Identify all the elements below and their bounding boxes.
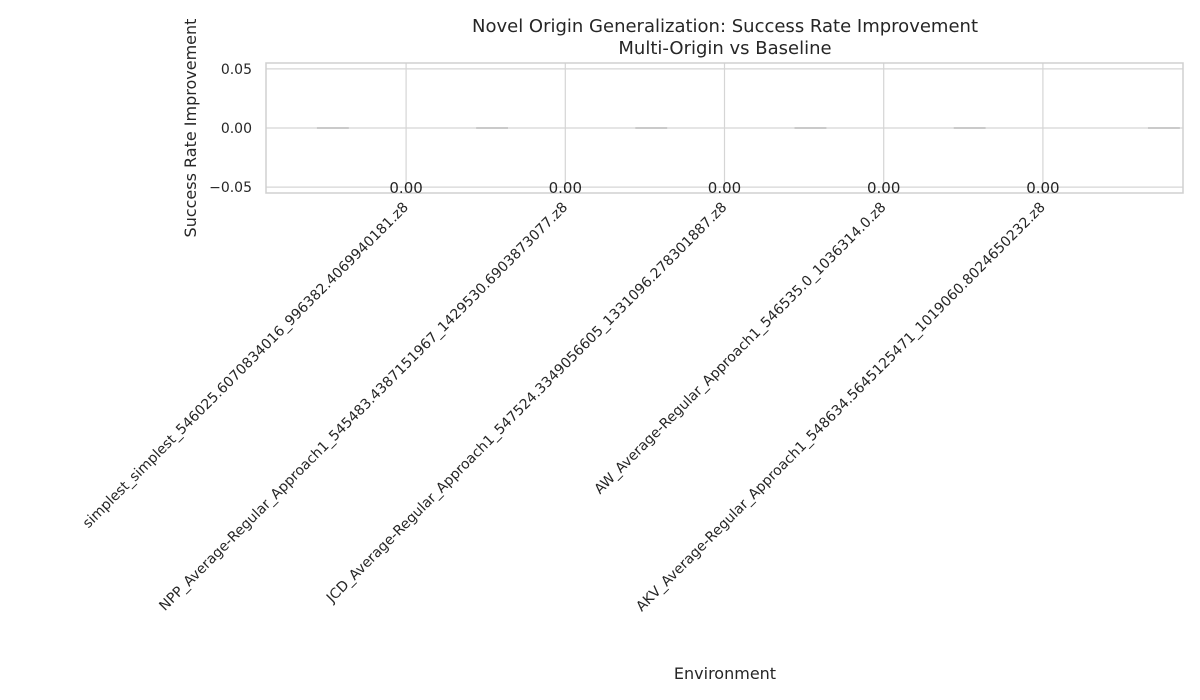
- bar: [635, 127, 668, 129]
- y-axis-label: Success Rate Improvement: [181, 19, 200, 238]
- x-tick-label: AW_Average-Regular_Approach1_546535.0_10…: [591, 200, 889, 498]
- x-axis-ticks: simplest_simplest_546025.6070834016_9963…: [80, 200, 1049, 615]
- bars-layer: [316, 127, 1180, 129]
- bar-stub: [1147, 127, 1180, 129]
- data-label: 0.00: [549, 179, 582, 197]
- bar: [316, 127, 349, 129]
- chart-title: Novel Origin Generalization: Success Rat…: [472, 16, 978, 37]
- x-tick-label: simplest_simplest_546025.6070834016_9963…: [80, 200, 412, 532]
- x-tick-label: AKV_Average-Regular_Approach1_548634.564…: [633, 200, 1048, 615]
- plot-frame: [265, 62, 1184, 194]
- bar: [953, 127, 986, 129]
- data-label: 0.00: [708, 179, 741, 197]
- y-tick-label: −0.05: [209, 180, 252, 196]
- y-axis-ticks: −0.05 0.00 0.05: [209, 62, 252, 196]
- data-label: 0.00: [389, 179, 422, 197]
- bar: [476, 127, 508, 129]
- data-label: 0.00: [1026, 179, 1059, 197]
- x-tick-label: NPP_Average-Regular_Approach1_545483.438…: [156, 200, 571, 615]
- labels-layer: 0.00 0.00 0.00 0.00 0.00: [389, 179, 1059, 197]
- data-label: 0.00: [867, 179, 900, 197]
- x-axis-label: Environment: [674, 664, 776, 683]
- chart-subtitle: Multi-Origin vs Baseline: [618, 38, 831, 59]
- grid-layer: [266, 63, 1183, 193]
- y-tick-label: 0.00: [221, 121, 252, 137]
- x-tick-label: JCD_Average-Regular_Approach1_547524.334…: [323, 200, 730, 607]
- bar: [794, 127, 827, 129]
- y-tick-label: 0.05: [221, 62, 252, 78]
